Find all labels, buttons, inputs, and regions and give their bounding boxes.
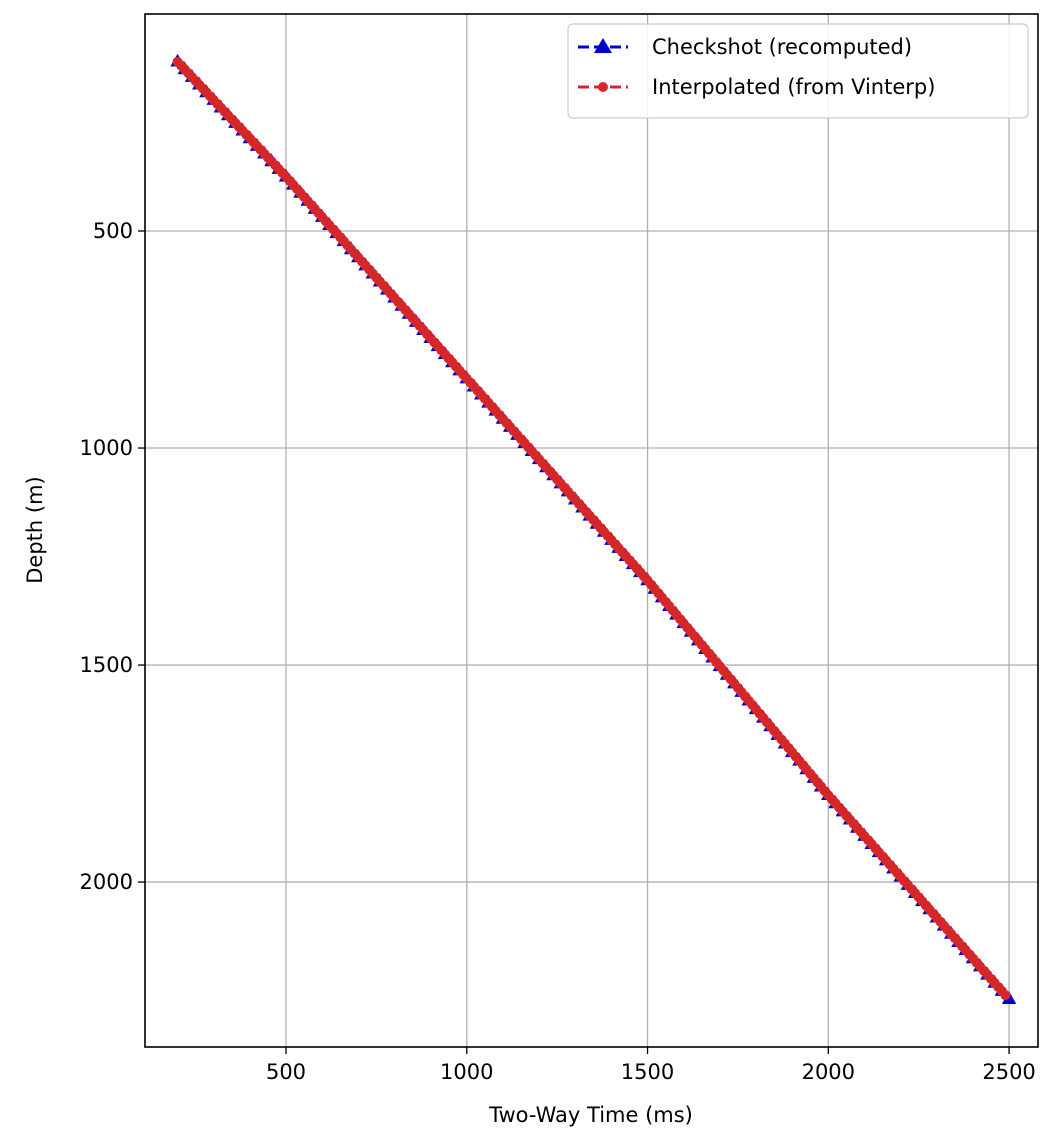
grid xyxy=(145,14,1038,1047)
legend-box xyxy=(567,23,1029,119)
y-tick-label: 1000 xyxy=(80,436,133,460)
legend: Checkshot (recomputed) Interpolated (from… xyxy=(567,23,1029,119)
y-axis-label: Depth (m) xyxy=(23,476,47,583)
data-point xyxy=(1000,990,1011,1001)
legend-marker-circle xyxy=(598,82,608,92)
x-tick-label: 2500 xyxy=(982,1060,1035,1084)
legend-label: Checkshot (recomputed) xyxy=(652,35,912,59)
series-layer xyxy=(170,53,1017,1005)
legend-marker-triangle xyxy=(594,38,612,53)
legend-item: Checkshot (recomputed) xyxy=(578,35,912,59)
x-tick-label: 1000 xyxy=(440,1060,493,1084)
legend-label: Interpolated (from Vinterp) xyxy=(652,75,935,99)
x-tick-label: 1500 xyxy=(621,1060,674,1084)
y-tick-label: 2000 xyxy=(80,870,133,894)
y-tick-label: 500 xyxy=(93,219,133,243)
series-interpolated xyxy=(172,56,1011,1001)
plot-area-frame xyxy=(144,13,1039,1048)
ticks: 500 1000 1500 2000 2500 500 1000 1500 2000 xyxy=(80,219,1036,1084)
x-tick-label: 2000 xyxy=(802,1060,855,1084)
x-tick-label: 500 xyxy=(266,1060,306,1084)
y-tick-label: 1500 xyxy=(80,653,133,677)
x-axis-label: Two-Way Time (ms) xyxy=(488,1103,693,1127)
legend-item: Interpolated (from Vinterp) xyxy=(578,75,935,99)
